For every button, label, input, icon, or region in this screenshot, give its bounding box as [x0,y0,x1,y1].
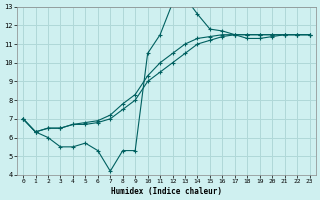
X-axis label: Humidex (Indice chaleur): Humidex (Indice chaleur) [111,187,222,196]
